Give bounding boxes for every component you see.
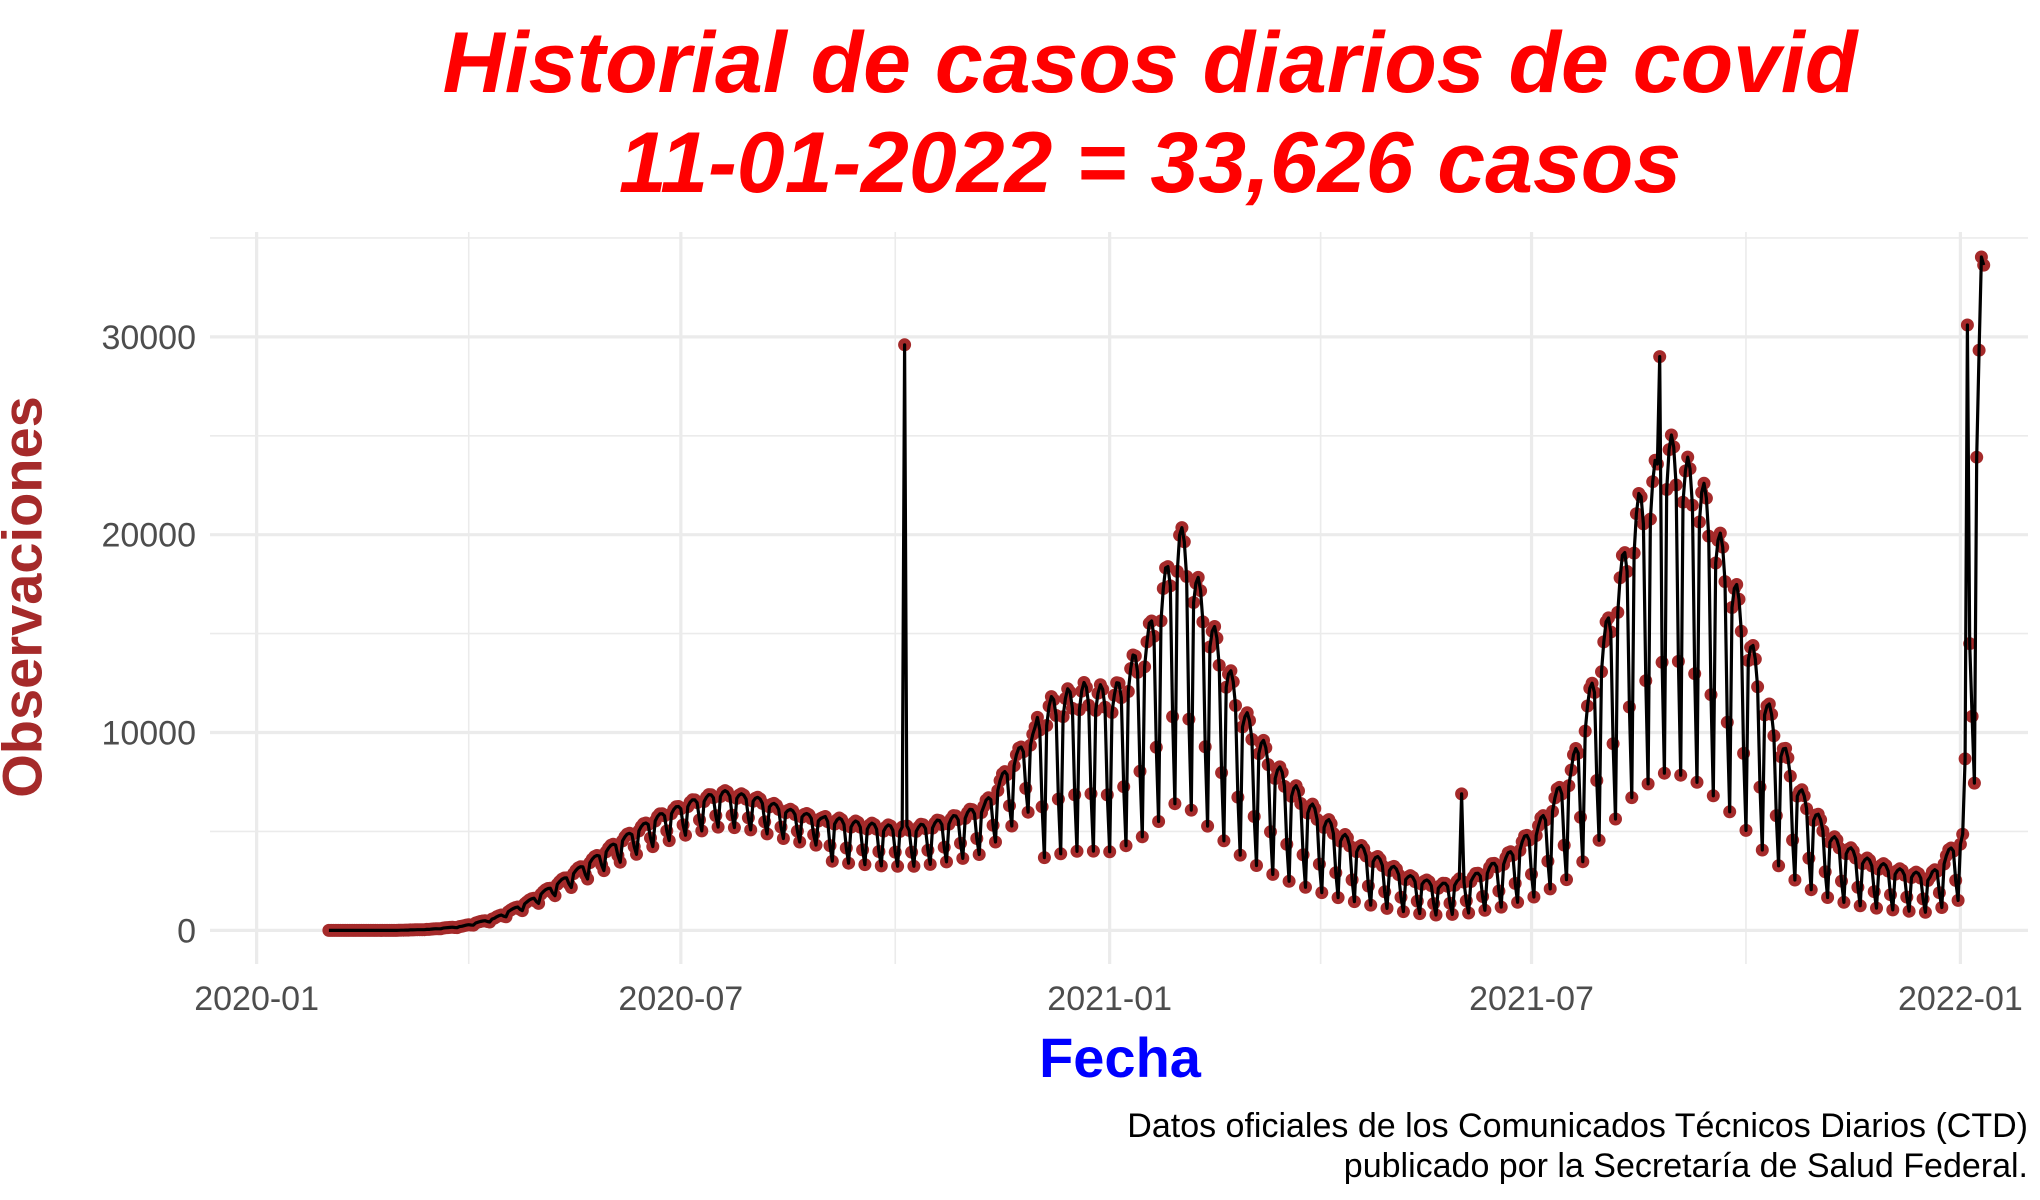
- caption-line-1: Datos oficiales de los Comunicados Técni…: [1127, 1107, 2028, 1145]
- y-tick-label: 10000: [101, 715, 196, 753]
- tick-labels: 0 10000 20000 30000 2020-01 2020-07 2021-01 202…: [101, 319, 2022, 1018]
- y-tick-label: 0: [177, 912, 196, 950]
- chart-subtitle: 11-01-2022 = 33,626 casos: [618, 115, 1682, 211]
- caption-line-2: publicado por la Secretaría de Salud Fed…: [1343, 1147, 2028, 1186]
- caption: Datos oficiales de los Comunicados Técni…: [1127, 1106, 2028, 1186]
- major-gridlines: [210, 232, 2028, 964]
- y-axis-label: Observaciones: [0, 396, 54, 798]
- chart-title: Historial de casos diarios de covid: [442, 15, 1858, 111]
- x-tick-label: 2022-01: [1898, 980, 2023, 1018]
- y-tick-label: 30000: [101, 319, 196, 357]
- x-tick-label: 2020-01: [194, 980, 319, 1018]
- series-line: [328, 255, 1986, 932]
- x-tick-label: 2021-07: [1469, 980, 1594, 1018]
- x-tick-label: 2021-01: [1047, 980, 1172, 1018]
- x-axis-label: Fecha: [1039, 1026, 1201, 1089]
- series-layer: [322, 250, 1991, 937]
- minor-gridlines: [210, 232, 2028, 964]
- y-tick-label: 20000: [101, 517, 196, 555]
- x-tick-label: 2020-07: [618, 980, 743, 1018]
